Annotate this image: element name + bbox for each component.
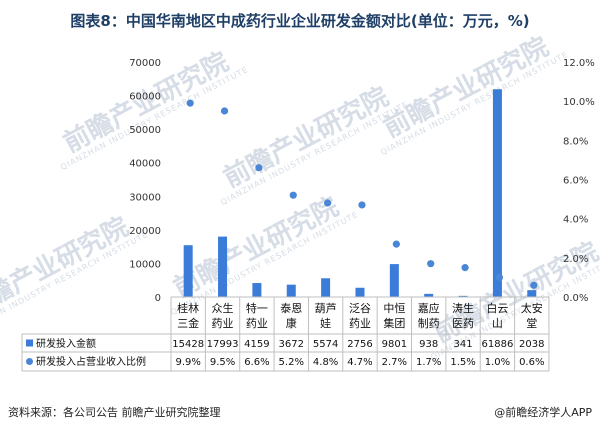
category-label: 嘉应 — [418, 301, 440, 315]
y-left-tick-label: 60000 — [129, 92, 161, 103]
bar — [321, 278, 331, 297]
bar — [183, 245, 193, 297]
y-left-tick-label: 30000 — [129, 192, 161, 203]
bar — [389, 264, 399, 297]
watermark-text: 前瞻产业研究院 — [0, 211, 134, 324]
bar — [527, 290, 537, 297]
point — [495, 273, 504, 282]
y-right-tick-label: 8.0% — [563, 136, 588, 147]
table-cell-ratio: 1.5% — [450, 357, 475, 368]
table-cell-ratio: 4.7% — [347, 357, 372, 368]
table-cell-amount: 4159 — [244, 339, 269, 350]
category-label: 泛谷 — [349, 302, 371, 315]
table-cell-amount: 341 — [454, 339, 473, 350]
y-right-tick-label: 10.0% — [563, 97, 595, 108]
table-cell-ratio: 0.6% — [519, 357, 544, 368]
point — [530, 281, 538, 289]
point — [186, 99, 194, 107]
category-label: 山 — [492, 317, 503, 330]
y-right-tick-label: 0.0% — [563, 293, 588, 304]
y-left-tick-label: 10000 — [129, 259, 161, 270]
category-label: 制药 — [418, 317, 440, 330]
legend-swatch-bar — [26, 339, 33, 347]
table-cell-ratio: 5.2% — [279, 357, 304, 368]
table-cell-amount: 5574 — [313, 339, 338, 350]
legend-swatch-point — [26, 358, 33, 365]
table-cell-ratio: 4.8% — [313, 357, 338, 368]
bar — [492, 89, 502, 297]
category-label: 中恒 — [383, 302, 405, 315]
bar — [286, 284, 296, 297]
point — [324, 199, 332, 207]
bar — [458, 295, 468, 297]
y-left-tick-label: 20000 — [129, 226, 161, 237]
y-right-tick-label: 12.0% — [563, 58, 595, 69]
bar — [252, 283, 262, 297]
category-label: 三金 — [177, 316, 199, 330]
table-cell-ratio: 9.9% — [175, 357, 200, 368]
legend-label-point: 研发投入占营业收入比例 — [36, 355, 146, 368]
category-label: 泰恩 — [280, 301, 302, 315]
point — [220, 107, 229, 115]
category-label: 药业 — [246, 317, 268, 330]
table-cell-amount: 2038 — [519, 339, 544, 350]
point — [255, 164, 263, 172]
point — [461, 264, 469, 272]
point — [392, 240, 400, 248]
category-label: 药业 — [349, 317, 371, 330]
category-label: 白云 — [486, 301, 508, 315]
category-label: 娃 — [320, 317, 331, 330]
point — [427, 260, 435, 268]
plot-area: 0 10000 20000 30000 40000 50000 60000 70000 0.0%… — [129, 58, 595, 304]
table-cell-amount: 9801 — [382, 339, 407, 350]
y-left-tick-label: 70000 — [129, 58, 161, 69]
y-right-tick-label: 6.0% — [563, 176, 588, 187]
table-cell-ratio: 1.0% — [485, 357, 510, 368]
legend-label-bar: 研发投入金额 — [36, 337, 96, 350]
point — [358, 201, 366, 209]
category-label: 太安 — [521, 301, 543, 315]
bar — [218, 236, 228, 297]
category-label: 药业 — [212, 317, 234, 330]
chart-title: 图表8：中国华南地区中成药行业企业研发金额对比(单位：万元，%) — [70, 12, 530, 30]
source-note: 资料来源：各公司公告 前瞻产业研究院整理 — [8, 406, 221, 419]
y-left-tick-label: 0 — [155, 293, 161, 304]
watermark-text: 前瞻产业研究院 — [378, 31, 553, 144]
category-label: 葫芦 — [315, 302, 337, 315]
table-cell-amount: 15428 — [172, 339, 204, 350]
watermark-text: 前瞻产业研究院 — [218, 81, 393, 194]
table-cell-ratio: 9.5% — [210, 357, 235, 368]
category-label: 医药 — [452, 317, 474, 330]
y-left-tick-label: 50000 — [129, 125, 161, 136]
table-cell-amount: 938 — [419, 339, 438, 350]
table-cell-ratio: 2.7% — [382, 357, 407, 368]
bar — [355, 287, 365, 297]
table-cell-ratio: 6.6% — [244, 357, 269, 368]
y-left-tick-label: 40000 — [129, 159, 161, 170]
y-right-tick-label: 2.0% — [563, 254, 588, 265]
category-label: 堂 — [526, 317, 537, 330]
table-cell-amount: 3672 — [279, 339, 304, 350]
table-cell-amount: 2756 — [347, 339, 372, 350]
category-label: 涛生 — [452, 301, 474, 315]
data-table: 桂林三金众生药业特一药业泰恩康葫芦娃泛谷药业中恒集团嘉应制药涛生医药白云山太安堂… — [21, 297, 550, 372]
category-label: 康 — [286, 316, 297, 330]
brand-credit: @前瞻经济学人APP — [494, 406, 592, 419]
table-cell-amount: 17993 — [207, 339, 239, 350]
category-label: 众生 — [212, 301, 234, 315]
bar — [424, 293, 434, 297]
point — [289, 191, 297, 199]
table-cell-amount: 61886 — [482, 339, 514, 350]
category-label: 集团 — [383, 316, 405, 330]
table-cell-ratio: 1.7% — [416, 357, 441, 368]
y-right-tick-label: 4.0% — [563, 215, 588, 226]
category-label: 特一 — [246, 301, 268, 315]
category-label: 桂林 — [177, 301, 199, 315]
